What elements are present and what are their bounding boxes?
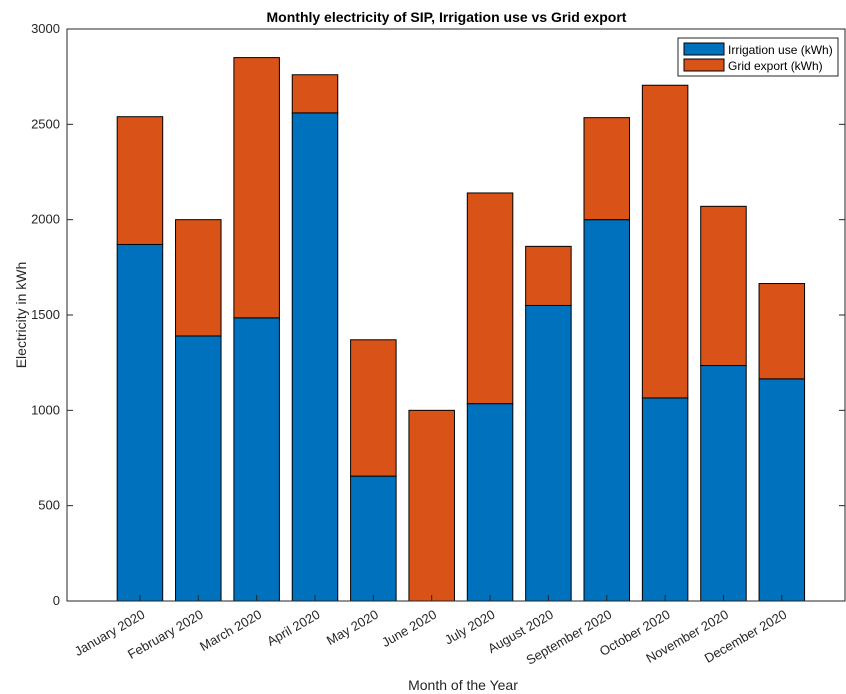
y-tick-label: 0: [53, 593, 60, 608]
legend-swatch: [683, 42, 725, 56]
bar-segment-grid-export: [466, 192, 514, 405]
bar-segment-irrigation: [466, 403, 514, 602]
bar-segment-irrigation: [291, 112, 339, 602]
x-axis-label: Month of the Year: [408, 677, 518, 693]
bar-segment-irrigation: [641, 397, 689, 602]
chart-title: Monthly electricity of SIP, Irrigation u…: [267, 9, 627, 25]
y-tick-label: 500: [38, 498, 60, 513]
bar-segment-grid-export: [758, 283, 806, 380]
y-axis: 0 500 1000 1500 2000 2500 3000: [31, 21, 845, 608]
bar-segment-grid-export: [700, 205, 747, 367]
bar-segment-grid-export: [408, 409, 455, 602]
bar-segment-irrigation: [700, 365, 747, 602]
legend-label: Grid export (kWh): [728, 59, 823, 73]
legend: Irrigation use (kWh) Grid export (kWh): [677, 37, 839, 77]
bar-segment-grid-export: [350, 339, 397, 477]
bar-segment-grid-export: [233, 57, 280, 319]
bar-segment-grid-export: [525, 245, 572, 306]
bar-segment-grid-export: [175, 219, 222, 337]
bar-segment-irrigation: [233, 317, 280, 602]
x-tick-label: March 2020: [197, 607, 264, 654]
legend-swatch: [683, 58, 725, 72]
bar-segment-irrigation: [583, 219, 631, 602]
bar-segment-grid-export: [116, 116, 164, 245]
legend-label: Irrigation use (kWh): [728, 43, 833, 57]
bar-segment-grid-export: [641, 84, 689, 399]
y-tick-label: 1000: [31, 402, 60, 417]
bars-group: [116, 57, 806, 602]
bar-segment-irrigation: [175, 335, 222, 602]
y-axis-label: Electricity in kWh: [13, 262, 29, 369]
bar-segment-grid-export: [583, 117, 631, 221]
y-tick-label: 2500: [31, 116, 60, 131]
bar-segment-irrigation: [116, 243, 164, 602]
x-tick-label: April 2020: [264, 607, 322, 649]
x-tick-label: June 2020: [379, 607, 439, 650]
y-tick-label: 3000: [31, 21, 60, 36]
x-tick-label: May 2020: [324, 607, 381, 649]
y-tick-label: 2000: [31, 212, 60, 227]
bar-segment-irrigation: [350, 475, 397, 602]
y-tick-label: 1500: [31, 307, 60, 322]
bar-segment-irrigation: [758, 378, 806, 602]
bar-segment-irrigation: [525, 304, 572, 602]
bar-segment-grid-export: [291, 74, 339, 114]
